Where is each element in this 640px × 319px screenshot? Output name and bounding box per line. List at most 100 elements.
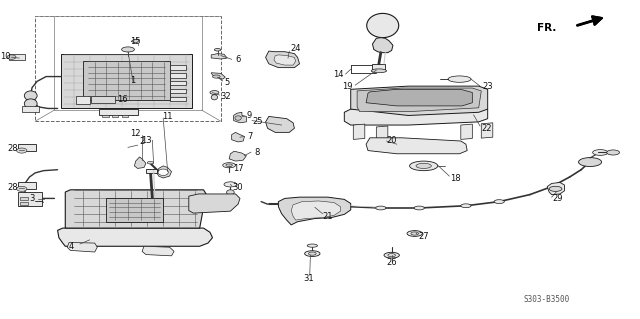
Text: 26: 26 [387, 258, 397, 267]
Ellipse shape [235, 116, 241, 120]
Bar [20, 197, 28, 200]
Polygon shape [278, 197, 351, 225]
Text: 21: 21 [323, 212, 333, 221]
Ellipse shape [212, 75, 220, 78]
Bar [18, 182, 36, 189]
Text: 31: 31 [303, 274, 314, 283]
Bar [170, 81, 186, 85]
Text: 30: 30 [233, 183, 243, 192]
Polygon shape [83, 61, 170, 100]
Ellipse shape [376, 206, 386, 210]
Polygon shape [234, 112, 246, 123]
Ellipse shape [147, 161, 154, 164]
Polygon shape [274, 55, 296, 65]
Polygon shape [461, 124, 472, 139]
Text: 16: 16 [118, 95, 128, 104]
Text: 28: 28 [8, 183, 18, 192]
Text: 6: 6 [236, 56, 241, 64]
Bar [20, 202, 28, 205]
Bar [18, 192, 42, 206]
Bar [170, 97, 186, 101]
Ellipse shape [305, 251, 320, 256]
Text: 28: 28 [8, 144, 18, 153]
Text: 8: 8 [255, 148, 260, 157]
Polygon shape [291, 201, 340, 220]
Polygon shape [211, 54, 227, 59]
Text: 12: 12 [131, 129, 141, 138]
Ellipse shape [367, 13, 399, 38]
Ellipse shape [210, 91, 219, 94]
Bar [106, 198, 163, 222]
Ellipse shape [448, 76, 471, 82]
Bar [146, 169, 157, 173]
Text: 11: 11 [163, 112, 173, 121]
Text: 4: 4 [69, 242, 74, 251]
Bar [76, 96, 90, 104]
Polygon shape [65, 190, 206, 228]
Ellipse shape [593, 150, 608, 155]
Text: 2: 2 [140, 137, 145, 146]
Bar [35, 16, 221, 121]
Text: 13: 13 [141, 137, 151, 145]
Polygon shape [189, 194, 240, 213]
Ellipse shape [224, 182, 237, 187]
Polygon shape [376, 126, 388, 141]
Polygon shape [266, 51, 300, 68]
Polygon shape [366, 138, 467, 154]
Ellipse shape [410, 161, 438, 171]
Polygon shape [351, 86, 488, 115]
Ellipse shape [308, 252, 316, 255]
Text: 14: 14 [333, 70, 343, 78]
Ellipse shape [414, 206, 424, 210]
Text: 9: 9 [247, 111, 252, 120]
Polygon shape [58, 228, 212, 246]
Text: 1: 1 [131, 76, 136, 85]
Ellipse shape [7, 55, 16, 59]
Ellipse shape [416, 163, 431, 168]
Ellipse shape [158, 169, 168, 175]
Polygon shape [372, 38, 393, 53]
Ellipse shape [461, 204, 471, 208]
Ellipse shape [227, 190, 234, 195]
Ellipse shape [17, 148, 27, 153]
Text: 24: 24 [291, 44, 301, 53]
Text: 20: 20 [387, 137, 397, 145]
Bar [9, 54, 25, 60]
Ellipse shape [371, 69, 387, 73]
Polygon shape [547, 182, 564, 195]
Polygon shape [142, 246, 174, 256]
Bar [22, 106, 39, 112]
Text: 10: 10 [0, 52, 10, 61]
Ellipse shape [407, 231, 422, 236]
Bar [122, 115, 128, 117]
Text: S303-B3500: S303-B3500 [524, 295, 570, 304]
Text: 5: 5 [225, 78, 230, 87]
Polygon shape [134, 157, 146, 168]
Text: 17: 17 [233, 164, 243, 173]
Polygon shape [61, 54, 192, 108]
Polygon shape [344, 106, 488, 125]
Polygon shape [357, 88, 481, 112]
Polygon shape [229, 152, 246, 161]
Ellipse shape [24, 99, 37, 108]
Ellipse shape [214, 48, 221, 51]
Text: 15: 15 [131, 37, 141, 46]
Text: 29: 29 [553, 194, 563, 203]
Bar [102, 115, 109, 117]
Text: FR.: FR. [538, 23, 557, 33]
Ellipse shape [494, 200, 504, 204]
Text: 3: 3 [29, 194, 35, 203]
Bar [372, 64, 385, 71]
Bar [170, 65, 186, 70]
Ellipse shape [411, 232, 419, 235]
Polygon shape [353, 124, 365, 139]
Text: 25: 25 [252, 117, 262, 126]
Bar [170, 73, 186, 78]
Bar [170, 89, 186, 93]
Ellipse shape [607, 150, 620, 155]
Ellipse shape [579, 158, 602, 167]
Polygon shape [481, 123, 493, 138]
Text: 22: 22 [481, 124, 492, 133]
Text: 32: 32 [220, 92, 230, 101]
Ellipse shape [226, 164, 232, 167]
